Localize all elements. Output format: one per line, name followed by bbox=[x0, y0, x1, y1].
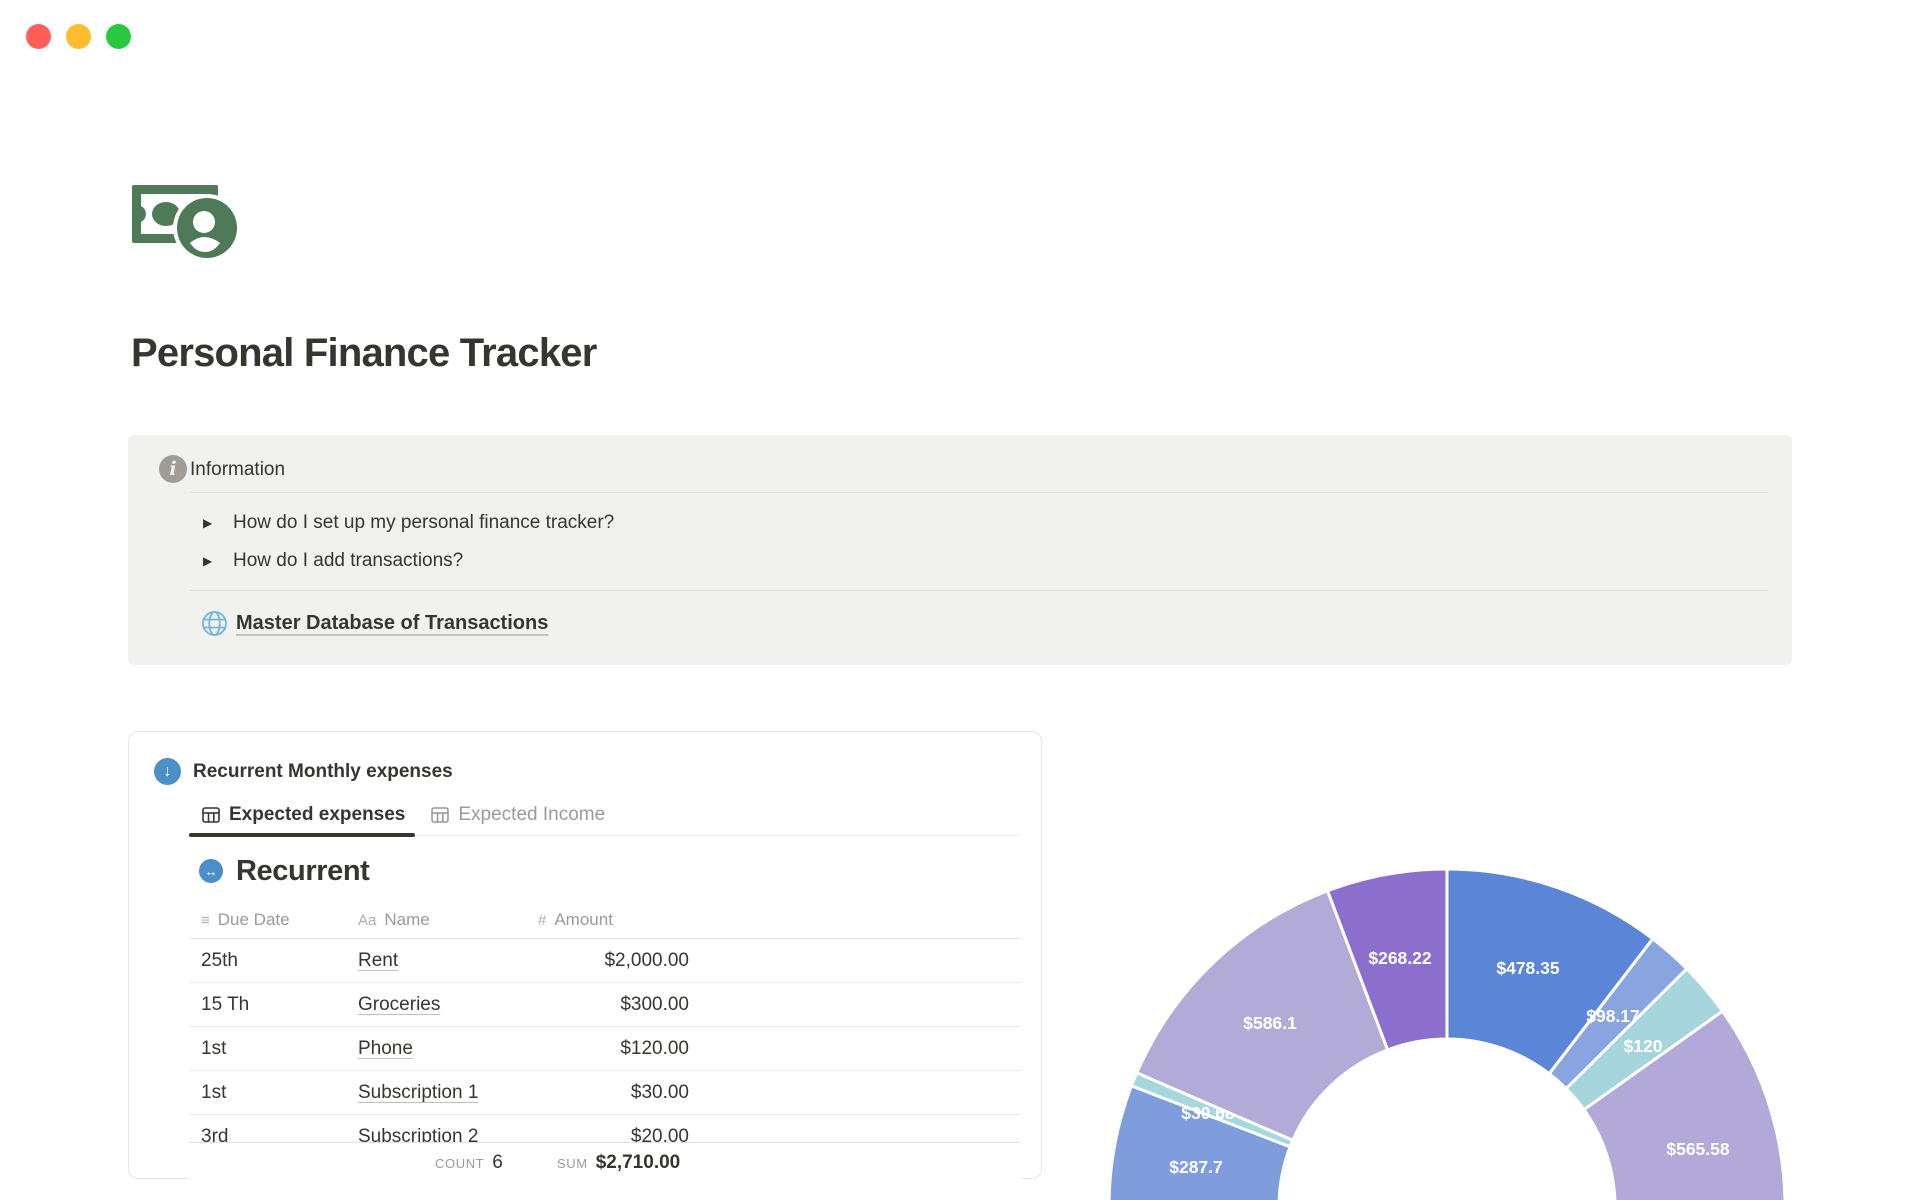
name-cell[interactable]: Subscription 2 bbox=[346, 1126, 526, 1143]
tab-expected-expenses[interactable]: Expected expenses bbox=[189, 796, 418, 834]
column-label: Name bbox=[384, 910, 429, 930]
card-toggle-header[interactable]: ↓ Recurrent Monthly expenses bbox=[154, 758, 453, 785]
toggle-arrow-icon[interactable]: ▶ bbox=[203, 516, 217, 530]
tab-label: Expected Income bbox=[458, 804, 605, 826]
column-header-name[interactable]: Aa Name bbox=[346, 910, 526, 930]
column-header-due-date[interactable]: ≡ Due Date bbox=[189, 910, 346, 930]
recurrent-expenses-card: ↓ Recurrent Monthly expenses Expected ex… bbox=[128, 731, 1042, 1179]
text-lines-icon: ≡ bbox=[201, 912, 210, 929]
donut-slice-label: $586.1 bbox=[1243, 1013, 1297, 1033]
window-zoom-button[interactable] bbox=[106, 24, 131, 49]
donut-slice-label: $120 bbox=[1624, 1036, 1663, 1056]
circle-down-arrow-icon: ↓ bbox=[154, 758, 181, 785]
name-cell[interactable]: Phone bbox=[346, 1038, 526, 1060]
globe-icon bbox=[201, 610, 228, 637]
tab-label: Expected expenses bbox=[229, 804, 405, 826]
due-date-cell[interactable]: 1st bbox=[189, 1082, 346, 1104]
amount-cell[interactable]: $2,000.00 bbox=[526, 950, 689, 972]
amount-cell[interactable]: $20.00 bbox=[526, 1126, 689, 1143]
table-header-row: ≡ Due Date Aa Name # Amount bbox=[189, 902, 1021, 938]
due-date-cell[interactable]: 3rd bbox=[189, 1126, 346, 1143]
circle-left-right-arrow-icon: ↔ bbox=[199, 859, 223, 883]
information-callout: i Information ▶ How do I set up my perso… bbox=[128, 435, 1792, 665]
card-title: Recurrent Monthly expenses bbox=[193, 761, 453, 783]
table-row: 25th Rent $2,000.00 bbox=[189, 939, 1021, 983]
master-database-link[interactable]: Master Database of Transactions bbox=[201, 607, 548, 639]
sum-aggregate[interactable]: SUM $2,710.00 bbox=[557, 1143, 680, 1183]
donut-slice-label: $268.22 bbox=[1368, 948, 1432, 968]
name-cell[interactable]: Rent bbox=[346, 950, 526, 972]
count-label: COUNT bbox=[435, 1156, 484, 1171]
window-controls bbox=[26, 24, 131, 49]
amount-cell[interactable]: $30.00 bbox=[526, 1082, 689, 1104]
sum-label: SUM bbox=[557, 1156, 588, 1171]
column-header-amount[interactable]: # Amount bbox=[526, 910, 689, 930]
count-value: 6 bbox=[492, 1152, 503, 1174]
amount-cell[interactable]: $120.00 bbox=[526, 1038, 689, 1060]
due-date-cell[interactable]: 1st bbox=[189, 1038, 346, 1060]
column-label: Due Date bbox=[218, 910, 290, 930]
donut-slice-label: $565.58 bbox=[1666, 1139, 1730, 1159]
amount-cell[interactable]: $300.00 bbox=[526, 994, 689, 1016]
expenses-table: ≡ Due Date Aa Name # Amount 25th Rent $2… bbox=[189, 902, 1021, 1182]
name-cell[interactable]: Groceries bbox=[346, 994, 526, 1016]
window-close-button[interactable] bbox=[26, 24, 51, 49]
window-minimize-button[interactable] bbox=[66, 24, 91, 49]
money-icon[interactable] bbox=[130, 181, 240, 263]
active-tab-indicator bbox=[189, 833, 415, 837]
table-icon bbox=[431, 807, 449, 823]
tab-expected-income[interactable]: Expected Income bbox=[418, 796, 618, 834]
table-row: 1st Phone $120.00 bbox=[189, 1027, 1021, 1071]
count-aggregate[interactable]: COUNT 6 bbox=[435, 1143, 503, 1183]
donut-slice-label: $478.35 bbox=[1496, 958, 1560, 978]
info-icon: i bbox=[159, 455, 187, 483]
section-title[interactable]: Recurrent bbox=[236, 855, 369, 888]
table-row: 1st Subscription 1 $30.00 bbox=[189, 1071, 1021, 1115]
toggle-arrow-icon[interactable]: ▶ bbox=[203, 554, 217, 568]
toggle-add-transactions-question[interactable]: ▶ How do I add transactions? bbox=[203, 545, 463, 577]
name-cell[interactable]: Subscription 1 bbox=[346, 1082, 526, 1104]
donut-slice-label: $287.7 bbox=[1169, 1157, 1223, 1177]
table-row: 3rd Subscription 2 $20.00 bbox=[189, 1115, 1021, 1142]
due-date-cell[interactable]: 15 Th bbox=[189, 994, 346, 1016]
number-property-icon: # bbox=[538, 912, 546, 929]
table-rows: 25th Rent $2,000.00 15 Th Groceries $300… bbox=[189, 938, 1021, 1142]
sum-value: $2,710.00 bbox=[596, 1152, 681, 1174]
table-row: 15 Th Groceries $300.00 bbox=[189, 983, 1021, 1027]
table-icon bbox=[202, 807, 220, 823]
view-tabs: Expected expenses Expected Income bbox=[189, 796, 618, 834]
table-footer: COUNT 6 SUM $2,710.00 bbox=[189, 1142, 1021, 1182]
column-label: Amount bbox=[554, 910, 613, 930]
toggle-label: How do I add transactions? bbox=[233, 550, 463, 572]
title-property-icon: Aa bbox=[358, 912, 376, 929]
due-date-cell[interactable]: 25th bbox=[189, 950, 346, 972]
callout-title: Information bbox=[190, 457, 285, 483]
master-database-link-label[interactable]: Master Database of Transactions bbox=[236, 612, 548, 635]
recurrent-section-header: ↔ Recurrent bbox=[199, 852, 369, 890]
page-title: Personal Finance Tracker bbox=[131, 328, 597, 378]
toggle-label: How do I set up my personal finance trac… bbox=[233, 512, 614, 534]
toggle-setup-question[interactable]: ▶ How do I set up my personal finance tr… bbox=[203, 507, 614, 539]
